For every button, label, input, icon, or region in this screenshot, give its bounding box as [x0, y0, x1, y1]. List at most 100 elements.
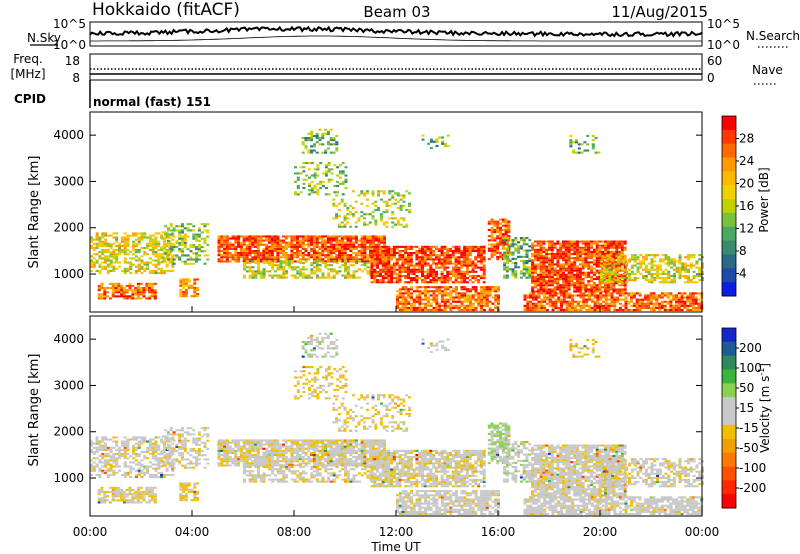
power-cell	[181, 235, 184, 238]
power-cell	[401, 294, 405, 297]
power-cell	[650, 268, 654, 271]
power-cell	[661, 281, 665, 284]
power-cell	[101, 249, 105, 252]
power-cell	[321, 241, 325, 244]
power-cell	[197, 243, 201, 246]
power-cell	[282, 270, 286, 273]
power-cell	[483, 292, 486, 295]
power-cell	[562, 267, 565, 270]
power-cell	[396, 300, 399, 303]
power-cell	[529, 296, 533, 299]
power-cell	[104, 255, 107, 258]
power-cell	[487, 258, 491, 261]
power-cell	[139, 293, 143, 296]
power-cell	[587, 263, 591, 266]
power-cell	[136, 293, 140, 296]
velocity-cell	[111, 486, 115, 489]
power-cell	[371, 245, 375, 248]
power-cell	[373, 247, 377, 250]
power-cell	[168, 261, 172, 264]
power-cell	[384, 260, 388, 263]
power-cell	[134, 238, 138, 241]
power-cell	[146, 265, 150, 268]
power-cell	[576, 269, 579, 272]
power-cell	[548, 273, 551, 276]
power-cell	[465, 264, 469, 267]
velocity-cell	[90, 469, 93, 472]
power-cell	[279, 259, 283, 262]
power-cell	[164, 260, 168, 263]
power-cell	[632, 304, 636, 307]
power-cell	[381, 262, 385, 265]
power-cell	[381, 254, 385, 257]
power-cell	[564, 250, 568, 253]
power-cell	[398, 256, 402, 259]
power-cell	[415, 250, 419, 253]
power-cell	[165, 269, 169, 272]
power-cell	[623, 267, 627, 270]
frequency-panel: Freq. [MHz] 18 8 60 0 Nave	[10, 52, 782, 85]
power-cell	[670, 266, 674, 269]
power-cell	[363, 247, 367, 250]
velocity-cell	[148, 444, 152, 447]
power-cell	[293, 237, 297, 240]
power-cell	[427, 142, 431, 145]
power-cell	[531, 248, 535, 251]
power-cell	[315, 132, 319, 135]
power-cell	[647, 262, 651, 265]
power-cell	[556, 261, 560, 264]
power-cell	[615, 242, 619, 245]
power-cell	[171, 232, 175, 235]
power-cell	[101, 242, 105, 245]
velocity-cell	[92, 453, 96, 456]
power-cell	[321, 235, 325, 238]
velocity-cell	[114, 499, 118, 502]
power-cell	[616, 266, 620, 269]
power-cell	[387, 264, 391, 267]
power-cell	[596, 300, 600, 303]
power-cell	[602, 262, 606, 265]
power-cell	[313, 266, 317, 269]
power-cell	[358, 268, 361, 271]
power-cell	[234, 250, 238, 253]
power-cell	[167, 229, 170, 232]
power-cell	[591, 147, 595, 150]
power-cell	[354, 235, 358, 238]
power-cell	[327, 164, 331, 167]
power-cell	[599, 294, 603, 297]
power-cell	[571, 309, 575, 312]
power-cell	[220, 235, 224, 238]
power-cell	[237, 235, 241, 238]
power-cell	[237, 245, 241, 248]
power-cell	[620, 284, 624, 287]
power-cell	[335, 241, 339, 244]
power-cell	[315, 258, 319, 261]
power-cell	[627, 302, 631, 305]
power-cell	[672, 304, 676, 307]
power-cell	[98, 251, 102, 254]
power-cell	[526, 300, 530, 303]
power-cell	[548, 298, 552, 301]
power-cell	[324, 187, 328, 190]
power-cell	[528, 276, 532, 279]
power-cell	[228, 254, 232, 257]
power-cell	[385, 221, 389, 224]
power-cell	[404, 247, 408, 250]
power-cell	[134, 232, 138, 235]
power-cell	[228, 245, 232, 248]
power-cell	[120, 289, 124, 292]
power-cell	[570, 282, 574, 285]
velocity-cell	[117, 488, 121, 491]
power-cell	[279, 241, 283, 244]
power-cell	[220, 243, 224, 246]
power-cell	[282, 241, 285, 244]
power-cell	[423, 256, 427, 259]
power-cell	[365, 213, 369, 216]
power-cell	[415, 294, 419, 297]
power-cell	[259, 260, 263, 263]
power-cell	[485, 290, 489, 293]
power-cell	[584, 246, 588, 249]
power-cell	[517, 266, 521, 269]
power-cell	[242, 247, 246, 250]
velocity-cell	[134, 469, 138, 472]
